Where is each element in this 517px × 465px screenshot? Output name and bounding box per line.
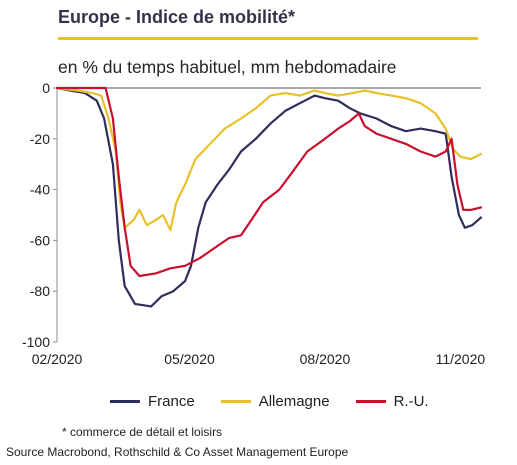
title-underline xyxy=(58,37,478,40)
x-tick-label: 05/2020 xyxy=(164,351,215,367)
series-line-france xyxy=(55,86,483,308)
x-tick-label: 02/2020 xyxy=(32,351,83,367)
legend-label: Allemagne xyxy=(258,393,330,410)
legend-swatch xyxy=(220,400,251,403)
y-tick-label: 0 xyxy=(42,80,50,96)
y-tick-label: -80 xyxy=(30,283,50,299)
chart-legend: France Allemagne R.-U. xyxy=(110,393,429,410)
legend-swatch xyxy=(355,400,386,403)
chart-title: Europe - Indice de mobilité* xyxy=(58,7,296,27)
footnote: * commerce de détail et loisirs xyxy=(62,425,223,439)
x-tick-label: 08/2020 xyxy=(300,351,351,367)
x-tick-label: 11/2020 xyxy=(436,351,486,367)
series-line-allemagne xyxy=(55,86,483,232)
y-tick-label: -100 xyxy=(22,334,50,350)
y-tick-label: -60 xyxy=(30,232,50,248)
legend-item: France xyxy=(110,393,195,410)
y-tick-label: -40 xyxy=(30,182,50,198)
y-tick-label: -20 xyxy=(30,131,50,147)
legend-label: R.-U. xyxy=(393,393,429,410)
legend-item: R.-U. xyxy=(355,393,429,410)
series-line-r-u xyxy=(55,86,483,278)
legend-label: France xyxy=(148,393,195,410)
legend-swatch xyxy=(110,400,140,403)
chart-subtitle: en % du temps habituel, mm hebdomadaire xyxy=(58,57,397,77)
source-note: Source Macrobond, Rothschild & Co Asset … xyxy=(6,445,349,459)
legend-item: Allemagne xyxy=(220,393,330,410)
